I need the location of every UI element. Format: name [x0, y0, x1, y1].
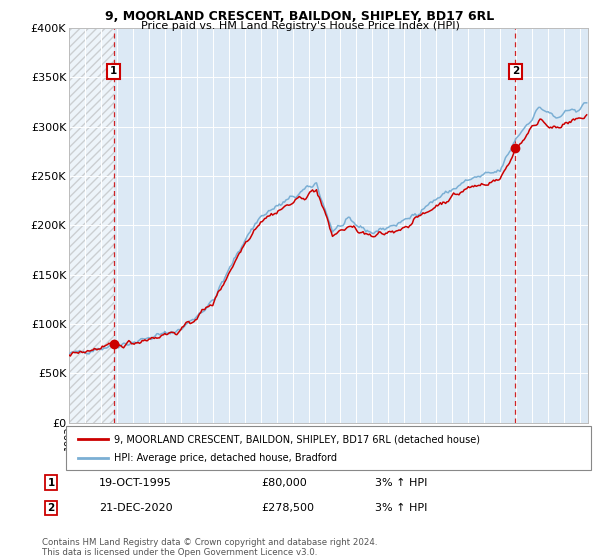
Text: HPI: Average price, detached house, Bradford: HPI: Average price, detached house, Brad…	[114, 453, 337, 463]
Text: Price paid vs. HM Land Registry's House Price Index (HPI): Price paid vs. HM Land Registry's House …	[140, 21, 460, 31]
Text: £278,500: £278,500	[261, 503, 314, 513]
Text: 9, MOORLAND CRESCENT, BAILDON, SHIPLEY, BD17 6RL: 9, MOORLAND CRESCENT, BAILDON, SHIPLEY, …	[106, 10, 494, 23]
Text: 19-OCT-1995: 19-OCT-1995	[99, 478, 172, 488]
Text: 3% ↑ HPI: 3% ↑ HPI	[375, 478, 427, 488]
Text: 21-DEC-2020: 21-DEC-2020	[99, 503, 173, 513]
Text: 2: 2	[47, 503, 55, 513]
Bar	[69, 28, 113, 423]
Text: 1: 1	[110, 67, 117, 76]
Text: 1: 1	[47, 478, 55, 488]
Text: 9, MOORLAND CRESCENT, BAILDON, SHIPLEY, BD17 6RL (detached house): 9, MOORLAND CRESCENT, BAILDON, SHIPLEY, …	[114, 435, 480, 445]
Text: Contains HM Land Registry data © Crown copyright and database right 2024.
This d: Contains HM Land Registry data © Crown c…	[42, 538, 377, 557]
Text: 3% ↑ HPI: 3% ↑ HPI	[375, 503, 427, 513]
Text: £80,000: £80,000	[261, 478, 307, 488]
Text: 2: 2	[512, 67, 519, 76]
